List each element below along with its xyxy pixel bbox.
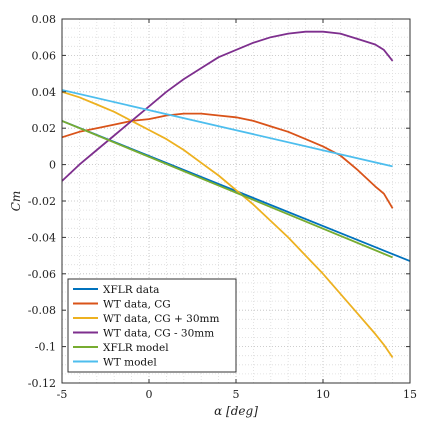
y-tick-label: -0.08 [28,304,56,317]
legend-label-2: WT data, CG [103,299,171,311]
x-tick-label: -5 [57,388,68,401]
series-group [62,30,410,359]
y-tick-label: -0.02 [28,195,56,208]
y-tick-label: -0.04 [28,231,56,244]
x-tick-label: 10 [316,388,330,401]
y-tick-label: 0.06 [32,49,57,62]
legend-label-6: WT model [103,357,157,369]
x-tick-label: 15 [403,388,417,401]
x-tick-label: 5 [233,388,240,401]
legend-label-4: WT data, CG - 30mm [103,328,214,340]
y-tick-label: 0.08 [32,13,57,26]
tick-labels: -5 0 5 10 15 -0.12 -0.1 -0.08 -0.06 -0.04 -0.02 0 0.… [28,13,417,401]
y-tick-label: -0.06 [28,268,56,281]
x-axis-label: α [deg] [214,404,258,418]
legend-label-1: XFLR data [103,284,159,296]
series-line-4 [62,30,394,182]
y-tick-label: -0.1 [35,341,56,354]
y-axis-label: Cm [9,191,23,212]
legend-label-3: WT data, CG + 30mm [103,313,219,325]
legend: XFLR data WT data, CG WT data, CG + 30mm WT… [67,278,237,373]
series-line-5 [62,120,393,259]
series-line-2 [62,112,394,209]
y-tick-label: 0 [49,159,56,172]
legend-label-5: XFLR model [103,342,169,354]
y-tick-label: 0.02 [32,122,57,135]
series-line-3 [62,90,394,359]
ticks [61,18,411,384]
legend-box [67,278,237,373]
x-tick-label: 0 [146,388,153,401]
series-line-6 [62,89,393,168]
y-tick-label: 0.04 [32,86,57,99]
y-tick-label: -0.12 [28,377,56,390]
